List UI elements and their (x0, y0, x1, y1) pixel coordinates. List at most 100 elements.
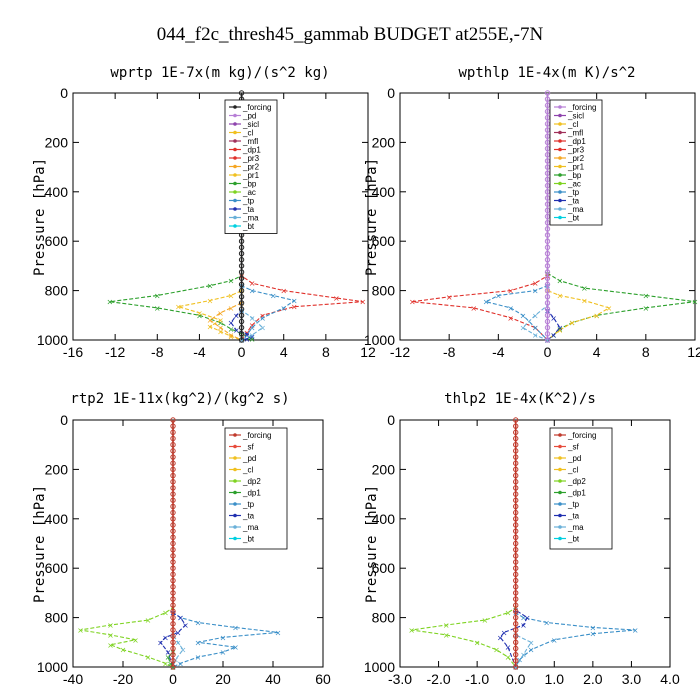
series-marker: × (77, 626, 84, 635)
series-marker: × (180, 646, 187, 655)
legend-marker (558, 173, 562, 177)
legend-marker (233, 502, 237, 506)
legend-marker (233, 190, 237, 194)
panel-wpthlp: wpthlp 1E-4x(m K)/s^2 Pressure [hPa] -12… (364, 65, 700, 360)
series-marker: × (532, 331, 539, 340)
legend-label: _tp (567, 500, 580, 509)
legend-label: _sf (567, 443, 579, 452)
panel-rtp2: rtp2 1E-11x(kg^2)/(kg^2 s) Pressure [hPa… (32, 391, 331, 687)
legend-marker (233, 514, 237, 518)
legend-marker (558, 114, 562, 118)
y-axis-label: Pressure [hPa] (364, 158, 380, 276)
x-tick-label: 20 (215, 671, 231, 687)
series-line (412, 93, 547, 340)
series-marker: × (217, 309, 224, 318)
legend-label: _pd (567, 454, 581, 463)
series-line (81, 420, 174, 667)
y-tick-label: 0 (60, 85, 68, 101)
series-marker: × (551, 636, 558, 645)
series-marker: × (132, 636, 139, 645)
legend-marker (233, 491, 237, 495)
series-marker: × (145, 653, 152, 662)
legend-label: _ma (242, 523, 259, 532)
legend-marker (558, 199, 562, 203)
legend-marker (233, 148, 237, 152)
y-tick-label: 200 (372, 461, 396, 477)
x-tick-label: -4 (492, 344, 505, 360)
series-marker: × (632, 626, 639, 635)
y-tick-label: 1000 (364, 659, 395, 675)
y-tick-label: 800 (372, 283, 396, 299)
y-tick-label: 800 (45, 610, 69, 626)
legend-marker (233, 131, 237, 135)
legend-marker (233, 105, 237, 109)
legend-marker (233, 456, 237, 460)
x-tick-label: 40 (265, 671, 281, 687)
series-marker: × (581, 296, 588, 305)
series-marker: × (154, 292, 161, 301)
series-marker: × (497, 633, 504, 642)
series-marker: × (207, 282, 214, 291)
series-marker: × (409, 298, 416, 307)
legend-marker (233, 224, 237, 228)
y-tick-label: 200 (45, 134, 69, 150)
legend-marker (558, 207, 562, 211)
series-marker: × (228, 277, 235, 286)
legend-marker (233, 207, 237, 211)
series-marker: × (220, 648, 227, 657)
series-marker: × (107, 298, 114, 307)
legend-marker (558, 139, 562, 143)
legend-marker (233, 114, 237, 118)
legend-label: _tp (242, 500, 255, 509)
series-line (486, 93, 548, 340)
legend-marker (558, 433, 562, 437)
series-marker: × (195, 638, 202, 647)
x-tick-label: -8 (151, 344, 164, 360)
x-tick-label: 1.0 (545, 671, 565, 687)
legend-marker (233, 122, 237, 126)
series-marker: × (232, 623, 239, 632)
series-marker: × (120, 646, 127, 655)
x-tick-label: 0 (544, 344, 552, 360)
series-marker: × (543, 619, 550, 628)
series-marker: × (642, 292, 649, 301)
series-marker: × (217, 324, 224, 333)
legend-label: _sf (242, 443, 254, 452)
legend-marker (558, 525, 562, 529)
legend-marker (558, 105, 562, 109)
series-marker: × (182, 621, 189, 630)
series-marker: × (505, 609, 512, 618)
x-tick-label: 4 (280, 344, 288, 360)
x-tick-label: -12 (105, 344, 125, 360)
panel-wprtp: wprtp 1E-7x(m kg)/(s^2 kg) Pressure [hPa… (32, 65, 376, 360)
series-marker: × (446, 293, 453, 302)
series-marker: × (207, 296, 214, 305)
panel-title: rtp2 1E-11x(kg^2)/(kg^2 s) (70, 391, 289, 407)
series-marker: × (232, 643, 239, 652)
series-marker: × (474, 638, 481, 647)
legend-label: _pd (242, 454, 256, 463)
panel-title: wprtp 1E-7x(m kg)/(s^2 kg) (110, 65, 329, 81)
y-tick-label: 600 (45, 560, 69, 576)
series-marker: × (520, 621, 527, 630)
series-marker: × (233, 326, 240, 335)
legend-label: _dp2 (242, 477, 261, 486)
legend-label: _bt (567, 214, 580, 223)
legend-marker (233, 139, 237, 143)
legend-marker (233, 182, 237, 186)
series-marker: × (270, 292, 277, 301)
y-tick-label: 400 (372, 511, 396, 527)
series-marker: × (259, 314, 266, 323)
x-tick-label: 8 (642, 344, 650, 360)
x-tick-label: 0 (238, 344, 246, 360)
series-marker: × (505, 643, 512, 652)
y-tick-label: 1000 (37, 332, 68, 348)
series-marker: × (569, 319, 576, 328)
series-marker: × (528, 638, 535, 647)
series-marker: × (333, 294, 340, 303)
legend-marker (233, 445, 237, 449)
series-marker: × (443, 621, 450, 630)
y-tick-label: 0 (60, 412, 68, 428)
legend-label: _ta (567, 512, 580, 521)
series-marker: × (162, 609, 169, 618)
